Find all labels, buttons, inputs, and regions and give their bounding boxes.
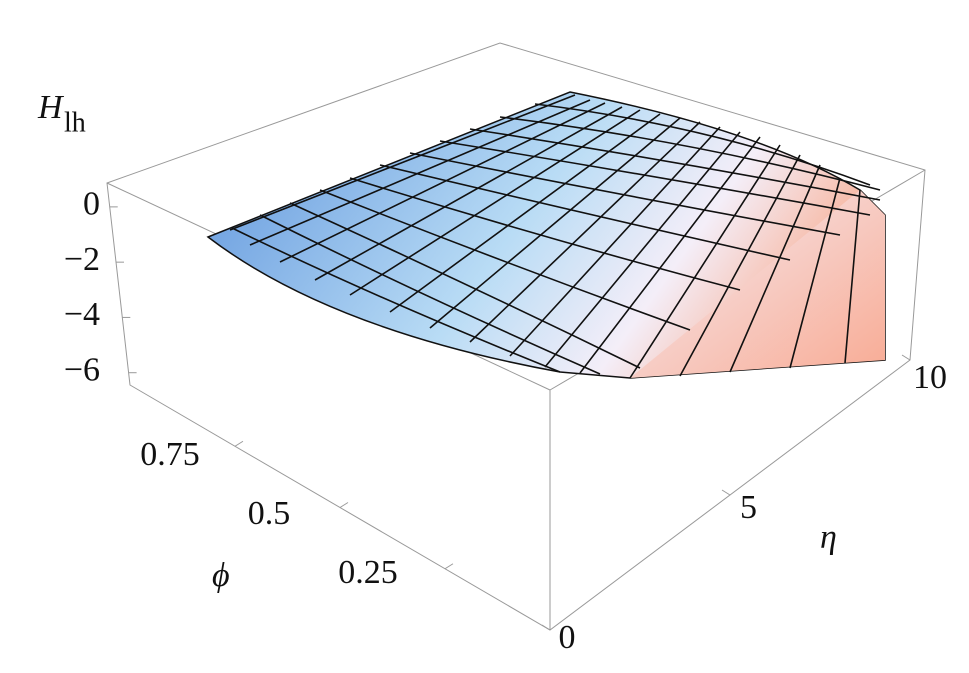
y-tick (901, 354, 911, 361)
x-tick (444, 563, 454, 570)
x-tick (234, 440, 244, 447)
z-tick-label: 0 (83, 186, 100, 223)
z-tick-label: −6 (64, 352, 100, 389)
x-tick-label: 0.25 (338, 554, 398, 591)
x-tick-label: 0.75 (140, 436, 200, 473)
z-tick-label: −4 (64, 296, 100, 333)
x-tick (339, 502, 349, 508)
y-tick-label: 10 (913, 359, 947, 396)
y-tick-label: 5 (740, 489, 757, 526)
y-tick-label: 0 (559, 619, 576, 656)
y-axis-label: η (820, 519, 837, 556)
z-tick-label: −2 (64, 241, 100, 278)
x-tick-label: 0.5 (248, 495, 291, 532)
z-axis-label: H (37, 89, 65, 126)
z-axis-label-sub: lh (64, 107, 86, 138)
y-tick (541, 624, 551, 631)
x-axis-label: ϕ (212, 557, 230, 594)
surface (206, 91, 886, 379)
y-tick (721, 489, 731, 496)
